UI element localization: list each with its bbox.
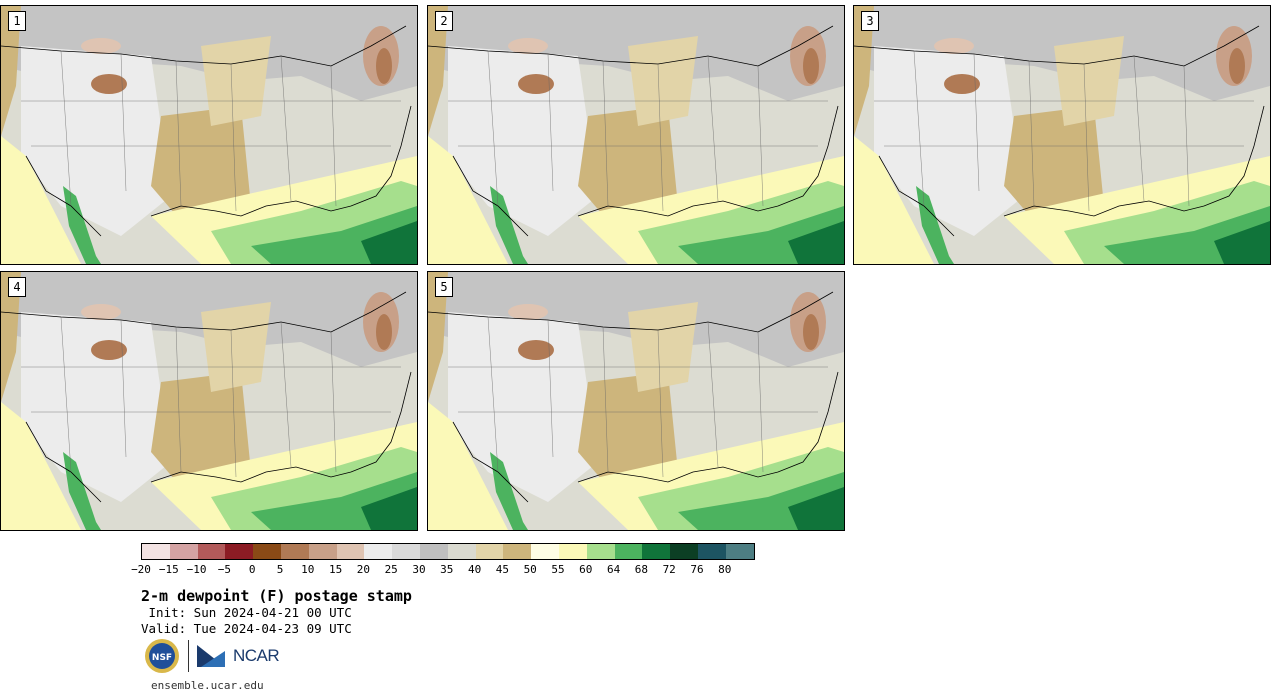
colorbar-swatch bbox=[392, 544, 420, 559]
logo-divider bbox=[188, 640, 189, 672]
colorbar-swatch bbox=[336, 544, 365, 559]
valid-time: Valid: Tue 2024-04-23 09 UTC bbox=[141, 621, 352, 636]
colorbar-swatch bbox=[670, 544, 698, 559]
colorbar-tick-label: −15 bbox=[158, 563, 179, 576]
ncar-logo-mark bbox=[197, 645, 225, 667]
colorbar-swatch bbox=[614, 544, 643, 559]
colorbar bbox=[141, 543, 755, 560]
colorbar-swatch bbox=[197, 544, 226, 559]
member-label: 2 bbox=[435, 11, 453, 31]
colorbar-tick-label: 10 bbox=[301, 563, 315, 576]
colorbar-swatch bbox=[725, 544, 754, 559]
colorbar-tick-label: 20 bbox=[356, 563, 371, 576]
member-label: 5 bbox=[435, 277, 453, 297]
colorbar-tick-label: 64 bbox=[606, 563, 621, 576]
nsf-logo: NSF bbox=[145, 639, 179, 673]
colorbar-tick-label: 40 bbox=[467, 563, 482, 576]
colorbar-swatch bbox=[364, 544, 393, 559]
colorbar-ticks: −20 −15 −10 −5 0 5 10 15 20 25 30 35 40 45 50 55 60 64 68 7… bbox=[131, 563, 771, 577]
colorbar-tick-label: 5 bbox=[276, 563, 284, 576]
colorbar-swatch bbox=[169, 544, 198, 559]
colorbar-tick-label: 68 bbox=[634, 563, 649, 576]
member-panel-3: 3 bbox=[853, 5, 1271, 265]
member-label: 4 bbox=[8, 277, 26, 297]
colorbar-swatch bbox=[447, 544, 476, 559]
colorbar-swatch bbox=[503, 544, 532, 559]
dewpoint-map-4 bbox=[1, 272, 417, 530]
colorbar-swatch bbox=[531, 544, 559, 559]
colorbar-tick-label: 30 bbox=[412, 563, 426, 576]
dewpoint-map-3 bbox=[854, 6, 1270, 264]
site-url: ensemble.ucar.edu bbox=[151, 679, 264, 692]
colorbar-tick-label: −20 bbox=[131, 563, 151, 576]
colorbar-swatch bbox=[475, 544, 504, 559]
colorbar-tick-label: 15 bbox=[328, 563, 343, 576]
colorbar-tick-label: 25 bbox=[384, 563, 398, 576]
member-label: 1 bbox=[8, 11, 26, 31]
colorbar-swatch bbox=[642, 544, 671, 559]
colorbar-tick-label: 72 bbox=[662, 563, 676, 576]
member-label: 3 bbox=[861, 11, 879, 31]
member-panel-1: 1 bbox=[0, 5, 418, 265]
member-panel-5: 5 bbox=[427, 271, 845, 531]
dewpoint-map-5 bbox=[428, 272, 844, 530]
colorbar-tick-label: 0 bbox=[248, 563, 256, 576]
colorbar-tick-label: −10 bbox=[186, 563, 207, 576]
colorbar-tick-label: −5 bbox=[217, 563, 232, 576]
colorbar-swatch bbox=[586, 544, 615, 559]
logos: NSF NCAR bbox=[144, 638, 280, 674]
colorbar-swatch bbox=[308, 544, 337, 559]
dewpoint-map-2 bbox=[428, 6, 844, 264]
colorbar-swatch bbox=[280, 544, 309, 559]
ncar-logo-text: NCAR bbox=[233, 646, 280, 665]
plot-title: 2-m dewpoint (F) postage stamp bbox=[141, 587, 412, 605]
colorbar-swatch bbox=[697, 544, 726, 559]
dewpoint-map-1 bbox=[1, 6, 417, 264]
init-time: Init: Sun 2024-04-21 00 UTC bbox=[141, 605, 352, 620]
colorbar-tick-label: 80 bbox=[718, 563, 732, 576]
nsf-logo-text: NSF bbox=[152, 653, 172, 663]
colorbar-swatch bbox=[253, 544, 281, 559]
member-panel-2: 2 bbox=[427, 5, 845, 265]
member-panel-4: 4 bbox=[0, 271, 418, 531]
colorbar-tick-label: 55 bbox=[551, 563, 565, 576]
colorbar-tick-label: 76 bbox=[690, 563, 704, 576]
colorbar-swatch bbox=[558, 544, 587, 559]
colorbar-swatch bbox=[419, 544, 448, 559]
colorbar-tick-label: 45 bbox=[495, 563, 510, 576]
colorbar-tick-label: 60 bbox=[579, 563, 593, 576]
colorbar-tick-label: 50 bbox=[523, 563, 537, 576]
colorbar-swatch bbox=[225, 544, 254, 559]
colorbar-tick-label: 35 bbox=[440, 563, 454, 576]
colorbar-swatch bbox=[142, 544, 170, 559]
